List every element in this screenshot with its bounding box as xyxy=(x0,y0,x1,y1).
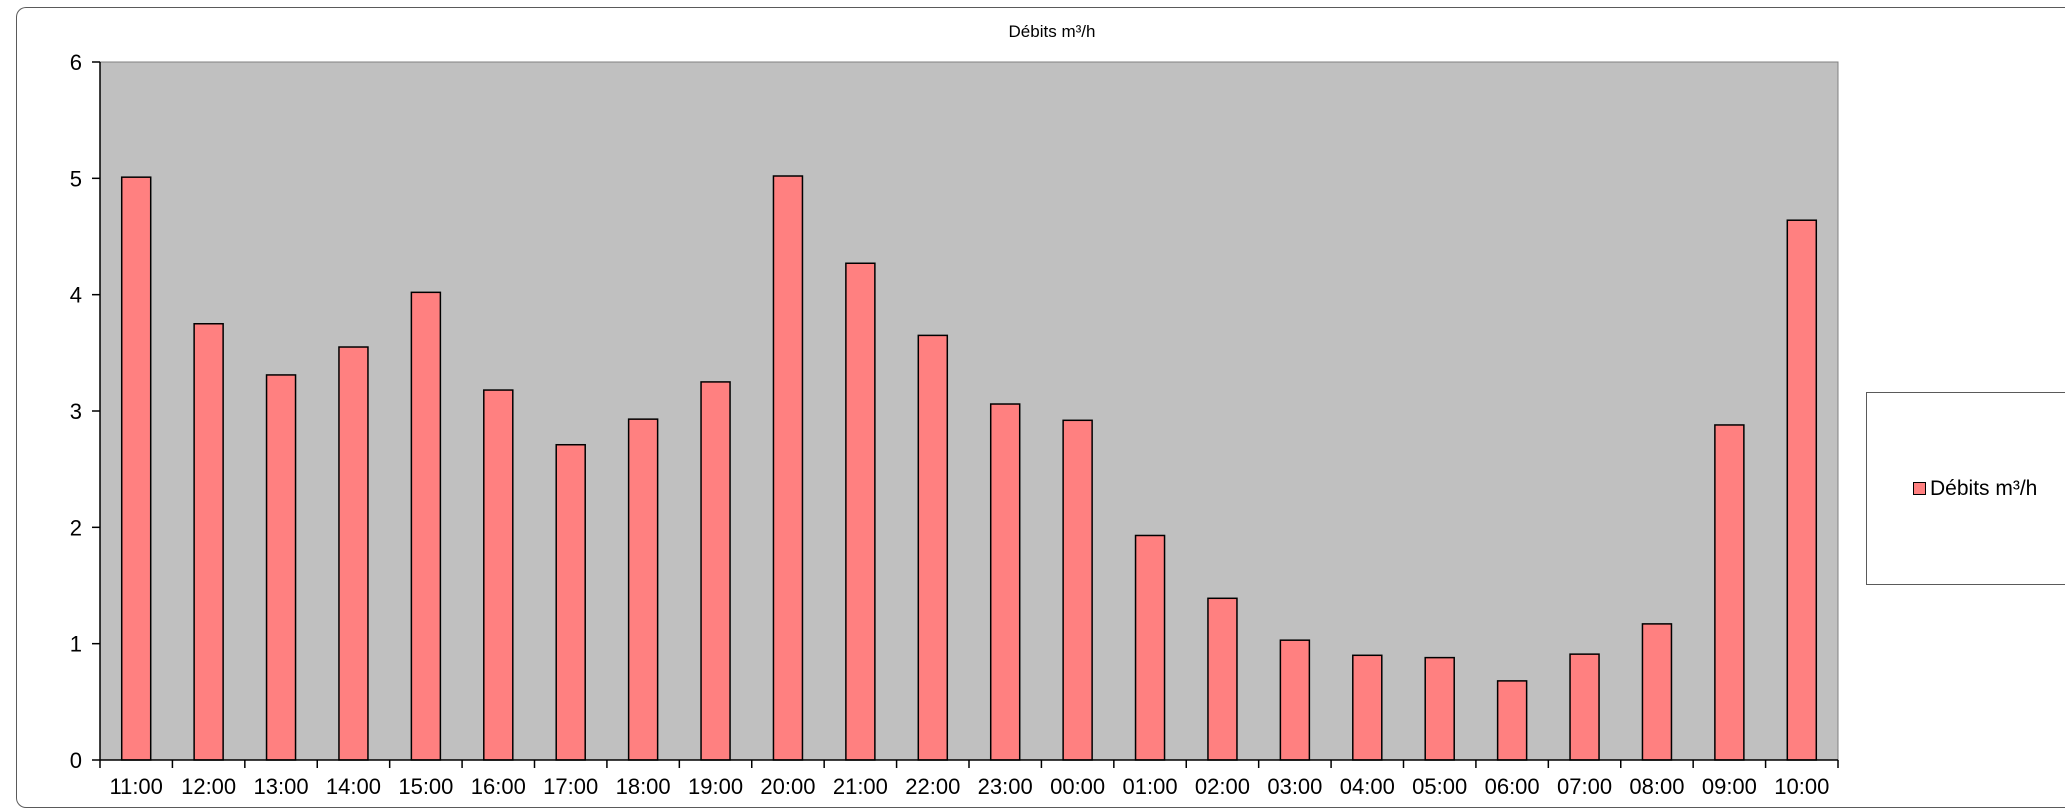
x-tick-label: 04:00 xyxy=(1340,774,1395,799)
x-tick-label: 19:00 xyxy=(688,774,743,799)
plot-area xyxy=(99,61,1839,761)
x-tick-label: 23:00 xyxy=(978,774,1033,799)
bar-2100 xyxy=(845,262,876,761)
y-tick-label: 5 xyxy=(70,166,82,191)
bar-1700 xyxy=(555,443,586,761)
bar-1400 xyxy=(338,346,369,761)
x-tick-label: 09:00 xyxy=(1702,774,1757,799)
y-tick-label: 2 xyxy=(70,515,82,540)
legend: Débits m³/h xyxy=(1866,392,2065,585)
bar-0000 xyxy=(1062,419,1093,761)
y-tick-label: 6 xyxy=(70,50,82,75)
x-tick-label: 22:00 xyxy=(905,774,960,799)
bar-2000 xyxy=(772,175,804,761)
bar-1000 xyxy=(1786,219,1818,761)
bar-2200 xyxy=(917,334,949,761)
x-tick-label: 10:00 xyxy=(1774,774,1829,799)
x-tick-label: 21:00 xyxy=(833,774,888,799)
legend-label: Débits m³/h xyxy=(1930,476,2038,500)
bar-0200 xyxy=(1207,597,1238,761)
bar-1600 xyxy=(483,389,514,761)
y-tick-label: 4 xyxy=(70,283,82,308)
x-tick-label: 05:00 xyxy=(1412,774,1467,799)
bar-0800 xyxy=(1641,623,1673,761)
x-tick-label: 13:00 xyxy=(254,774,309,799)
x-tick-label: 14:00 xyxy=(326,774,381,799)
bar-1200 xyxy=(193,323,224,761)
bar-2300 xyxy=(989,403,1021,761)
bar-0400 xyxy=(1352,654,1383,761)
x-tick-label: 07:00 xyxy=(1557,774,1612,799)
x-tick-label: 16:00 xyxy=(471,774,526,799)
x-tick-label: 12:00 xyxy=(181,774,236,799)
bar-1800 xyxy=(627,418,659,761)
y-tick-label: 1 xyxy=(70,632,82,657)
bar-1100 xyxy=(120,176,152,761)
x-tick-label: 15:00 xyxy=(398,774,453,799)
legend-swatch xyxy=(1913,482,1926,495)
bar-0700 xyxy=(1569,653,1600,761)
bar-0900 xyxy=(1714,424,1745,761)
x-tick-label: 08:00 xyxy=(1629,774,1684,799)
bar-0100 xyxy=(1134,534,1166,761)
x-tick-label: 02:00 xyxy=(1195,774,1250,799)
x-tick-label: 20:00 xyxy=(760,774,815,799)
bar-0300 xyxy=(1279,639,1311,761)
bar-0600 xyxy=(1496,680,1528,761)
x-tick-label: 06:00 xyxy=(1485,774,1540,799)
y-tick-label: 0 xyxy=(70,748,82,773)
x-tick-label: 00:00 xyxy=(1050,774,1105,799)
bar-1300 xyxy=(265,374,297,761)
x-tick-label: 01:00 xyxy=(1123,774,1178,799)
bar-1500 xyxy=(410,291,442,761)
bar-1900 xyxy=(700,381,731,761)
x-tick-label: 18:00 xyxy=(616,774,671,799)
axes-layer xyxy=(92,61,1839,768)
x-tick-label: 17:00 xyxy=(543,774,598,799)
chart-title: Débits m³/h xyxy=(1009,22,1096,41)
bar-0500 xyxy=(1424,656,1455,761)
y-tick-label: 3 xyxy=(70,399,82,424)
x-tick-label: 11:00 xyxy=(109,774,162,799)
x-tick-label: 03:00 xyxy=(1267,774,1322,799)
tick-labels-layer: 0 1 2 3 4 5 6 11:00 12:00 13:00 14:00 15:00 16:00 17:… xyxy=(70,50,1830,799)
